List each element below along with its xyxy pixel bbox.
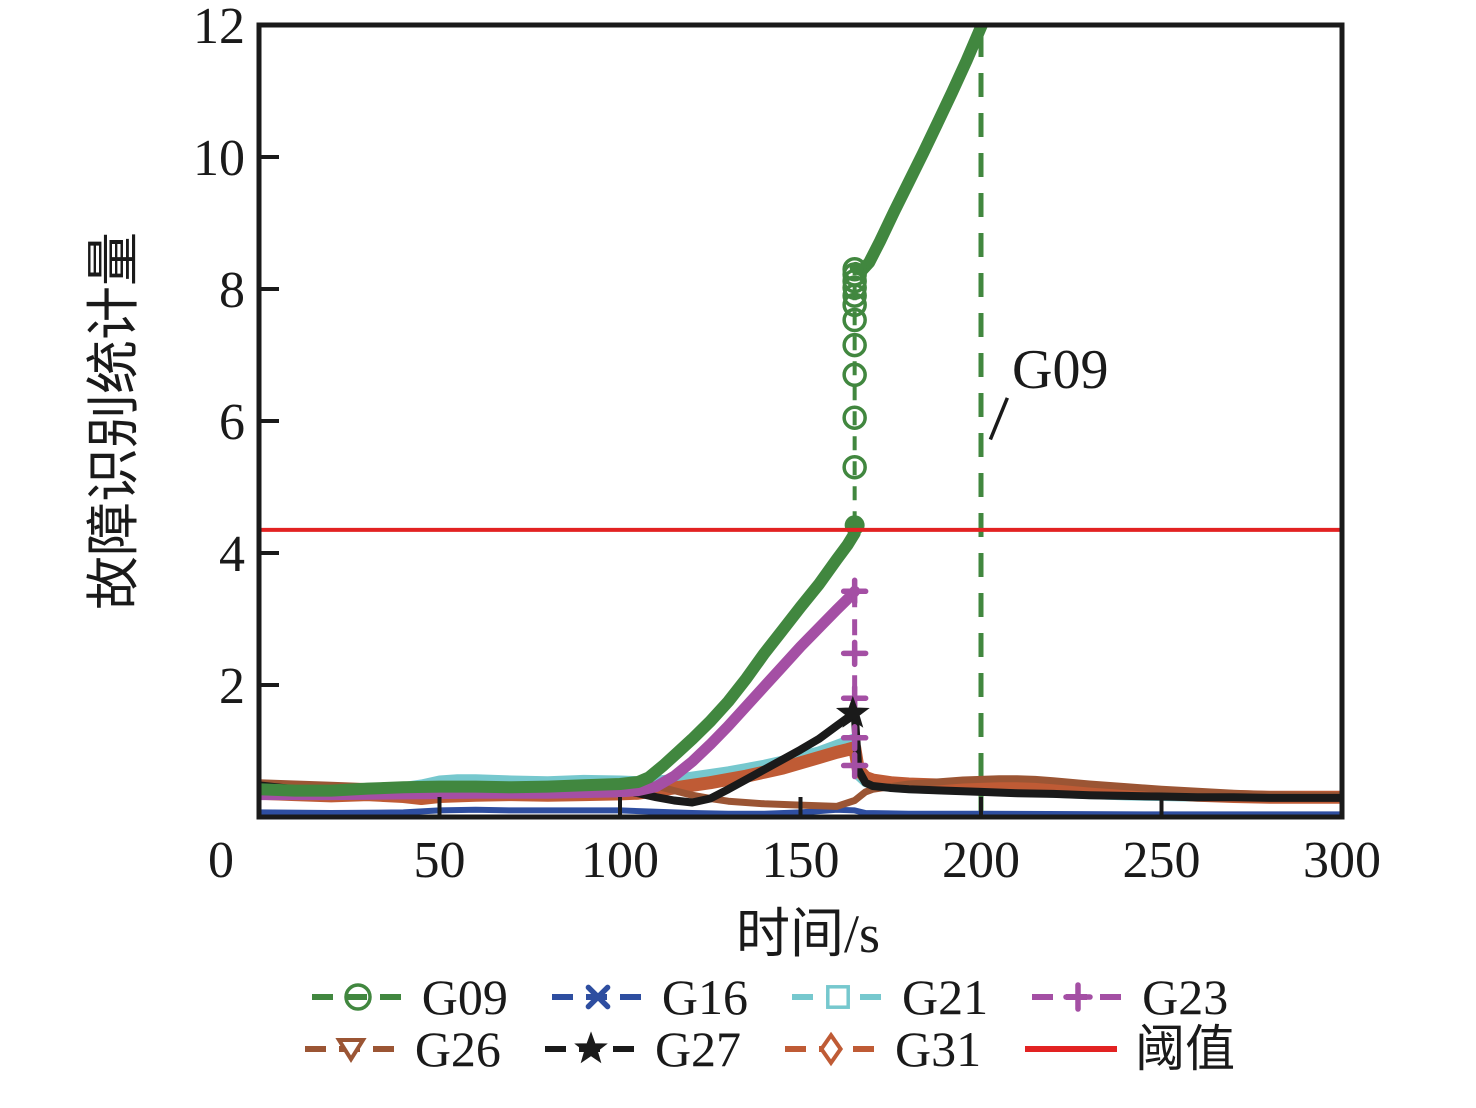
- circle-marker: [842, 292, 867, 318]
- legend-row-1: G09 G16 G21 G23: [308, 972, 1228, 1022]
- legend-sample-diamond: [785, 1031, 878, 1067]
- legend-label: G09: [421, 969, 508, 1025]
- circle-marker: [842, 454, 867, 480]
- diamond-marker: [819, 1031, 844, 1067]
- y-tick-label-6: 6: [219, 394, 245, 451]
- overlay-layer: [259, 397, 1342, 532]
- legend-sample-star: [544, 1031, 637, 1064]
- star-marker: [835, 695, 870, 728]
- y-tick-label-2: 2: [219, 658, 245, 715]
- plus-marker: [840, 577, 869, 606]
- x-tick-label-200: 200: [942, 832, 1020, 889]
- legend-row-2: G26 G27 G31 阈值: [301, 1024, 1235, 1074]
- x-tick-label-300: 300: [1303, 832, 1381, 889]
- legend-item-G23: G23: [1028, 972, 1228, 1022]
- circle-marker: [842, 307, 867, 333]
- series-line-g09-part2: [849, 25, 989, 277]
- plus-marker: [840, 751, 869, 780]
- plus-marker: [840, 639, 869, 668]
- square-marker: [826, 985, 850, 1009]
- legend-label: G27: [654, 1021, 742, 1077]
- legend-item-G09: G09: [308, 972, 508, 1022]
- legend-item-G26: G26: [301, 1024, 501, 1074]
- circle-marker: [344, 983, 372, 1011]
- legend-item-G27: G27: [541, 1024, 741, 1074]
- plot-frame: [256, 22, 1345, 820]
- x-tick-label-0: 0: [208, 832, 234, 889]
- x-marker: [585, 984, 611, 1010]
- y-tick-label-8: 8: [219, 262, 245, 319]
- annotation-g09: G09: [1012, 339, 1108, 401]
- y-tick-label-4: 4: [219, 526, 245, 583]
- y-axis-title: 故障识别统计量: [84, 232, 144, 610]
- circle-marker: [842, 256, 867, 282]
- legend-label: 阈值: [1135, 1021, 1236, 1077]
- circle-marker: [842, 405, 867, 430]
- legend-label: G21: [902, 969, 989, 1025]
- x-axis-title: 时间/s: [736, 904, 880, 964]
- legend-label: G26: [414, 1021, 501, 1077]
- chart-legend: G09 G16 G21 G23 G26 G27 G31 阈值: [30, 972, 1476, 1074]
- legend-sample-square: [792, 985, 884, 1009]
- star-marker: [574, 1031, 608, 1064]
- legend-sample-plus: [1032, 982, 1125, 1012]
- g09-threshold-crossing-dot: [844, 515, 865, 536]
- x-tick-label-50: 50: [414, 832, 466, 889]
- legend-item-G21: G21: [788, 972, 988, 1022]
- legend-item-G31: G31: [781, 1024, 981, 1074]
- legend-label: G31: [895, 1021, 982, 1077]
- legend-sample-triangle-down: [304, 1038, 397, 1063]
- x-tick-label-150: 150: [762, 832, 840, 889]
- x-tick-label-100: 100: [581, 832, 659, 889]
- plus-marker: [1063, 982, 1093, 1012]
- legend-sample-line: [1025, 1046, 1118, 1052]
- series-line-g23: [259, 585, 861, 801]
- y-tick-label-10: 10: [193, 130, 245, 187]
- circle-marker: [842, 268, 867, 294]
- axis-tick-labels: 0 50 100 150 200 250 300 2 4 6 8 10 12: [193, 0, 1381, 889]
- axis-ticks: [257, 23, 1344, 817]
- circle-marker: [842, 332, 867, 358]
- legend-label: G16: [661, 969, 748, 1025]
- circle-marker: [842, 275, 867, 300]
- legend-item-G16: G16: [548, 972, 748, 1022]
- legend-label: G23: [1142, 969, 1229, 1025]
- series-line-g16: [259, 806, 1342, 817]
- legend-item-: 阈值: [1021, 1024, 1235, 1074]
- series-layer: [259, 25, 1342, 817]
- legend-sample-circle: [311, 983, 404, 1011]
- annotation-leader-line: [988, 397, 1009, 441]
- x-tick-label-250: 250: [1123, 832, 1201, 889]
- triangle-down-marker: [335, 1038, 367, 1063]
- circle-marker: [842, 362, 867, 388]
- series-line-g09: [259, 527, 861, 797]
- plus-marker: [840, 724, 869, 752]
- y-tick-label-12: 12: [193, 0, 245, 55]
- legend-sample-x: [551, 984, 644, 1010]
